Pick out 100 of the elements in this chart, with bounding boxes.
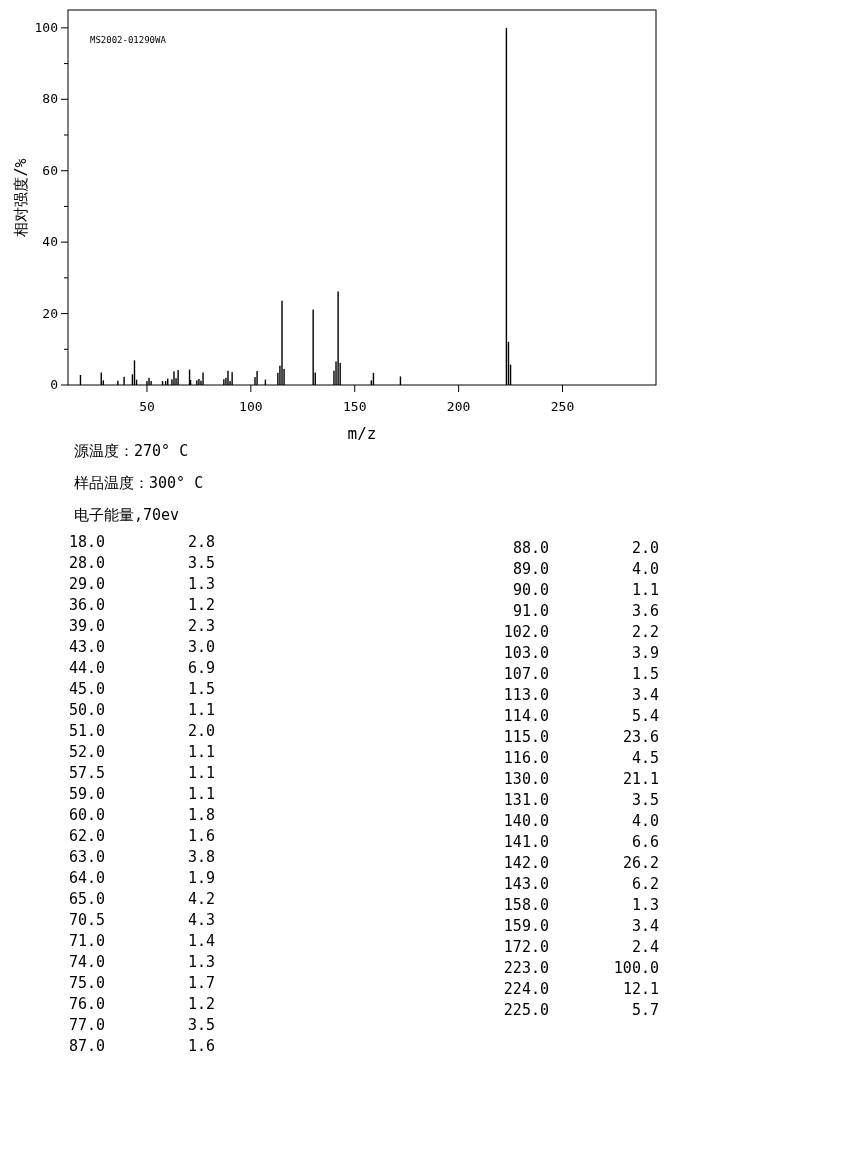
category-label: 113.0 [503,686,549,704]
category-label: 87.0 [68,1037,105,1055]
category-label: 158.0 [503,896,549,914]
data-label: 6.2 [631,875,659,893]
data-label: 1.1 [187,701,215,719]
x-tick-label: 200 [446,399,471,414]
data-label: 5.7 [631,1001,659,1019]
category-label: 71.0 [68,932,105,950]
data-label: 23.6 [622,728,659,746]
category-label: 224.0 [503,980,549,998]
data-label: 3.8 [187,848,215,866]
category-label: 115.0 [503,728,549,746]
x-tick-label: 100 [239,399,263,414]
data-label: 1.2 [187,995,215,1013]
category-label: 65.0 [68,890,105,908]
category-label: 60.0 [68,806,105,824]
y-tick-label: 60 [42,162,58,178]
category-label: 50.0 [68,701,105,719]
category-label: 131.0 [503,791,549,809]
category-label: 88.0 [512,539,549,557]
category-label: 18.0 [68,533,105,551]
y-tick-label: 40 [42,234,58,250]
y-axis-title: 相对强度/% [12,158,30,237]
category-label: 45.0 [68,680,105,698]
data-label: 4.3 [187,911,215,929]
data-label: 2.8 [187,533,215,551]
data-label: 1.4 [187,932,215,950]
data-label: 3.0 [187,638,215,656]
data-label: 3.9 [631,644,659,662]
y-tick-label: 100 [34,19,58,35]
data-label: 3.4 [631,686,659,704]
data-label: 1.6 [187,1037,215,1055]
data-label: 1.1 [187,785,215,803]
y-tick-label: 80 [42,91,58,107]
data-label: 1.3 [631,896,659,914]
data-label: 4.0 [631,812,659,830]
category-label: 39.0 [68,617,105,635]
x-tick-label: 150 [342,399,367,414]
category-label: 29.0 [68,575,105,593]
data-label: 3.6 [631,602,659,620]
data-label: 2.0 [631,539,659,557]
data-label: 2.3 [187,617,215,635]
category-label: 63.0 [68,848,105,866]
category-label: 225.0 [503,1001,549,1019]
category-label: 172.0 [503,938,549,956]
data-label: 2.0 [187,722,215,740]
category-label: 75.0 [68,974,105,992]
category-label: 64.0 [68,869,105,887]
data-label: 4.0 [631,560,659,578]
category-label: 141.0 [503,833,549,851]
category-label: 36.0 [68,596,105,614]
data-label: 1.7 [187,974,215,992]
data-label: 6.6 [631,833,659,851]
category-label: 43.0 [68,638,105,656]
category-label: 77.0 [68,1016,105,1034]
category-label: 114.0 [503,707,549,725]
data-label: 4.2 [187,890,215,908]
data-label: 1.8 [187,806,215,824]
category-label: 102.0 [503,623,549,641]
y-tick-label: 20 [42,305,58,321]
text: 电子能量,70ev [74,506,180,524]
category-label: 76.0 [68,995,105,1013]
category-label: 116.0 [503,749,549,767]
data-label: 1.5 [631,665,659,683]
data-label: 1.3 [187,953,215,971]
x-tick-label: 50 [139,399,155,414]
text: 样品温度：300° C [74,474,204,492]
data-label: 1.3 [187,575,215,593]
category-label: 91.0 [512,602,549,620]
data-label: 1.6 [187,827,215,845]
text: 源温度：270° C [74,442,189,460]
data-label: 3.5 [187,1016,215,1034]
category-label: 223.0 [503,959,549,977]
data-label: 1.5 [187,680,215,698]
data-label: 1.1 [187,764,215,782]
category-label: 44.0 [68,659,105,677]
category-label: 130.0 [503,770,549,788]
category-label: 62.0 [68,827,105,845]
data-label: 1.9 [187,869,215,887]
annotation: MS2002-01290WA [90,35,167,45]
category-label: 70.5 [68,911,105,929]
category-label: 89.0 [512,560,549,578]
data-label: 4.5 [631,749,659,767]
category-label: 90.0 [512,581,549,599]
data-label: 5.4 [631,707,659,725]
data-label: 3.5 [187,554,215,572]
x-axis-title: m/z [347,424,377,443]
data-label: 1.2 [187,596,215,614]
data-label: 1.1 [187,743,215,761]
data-label: 100.0 [613,959,659,977]
category-label: 143.0 [503,875,549,893]
category-label: 74.0 [68,953,105,971]
data-label: 3.5 [631,791,659,809]
x-tick-label: 250 [550,399,575,414]
data-label: 3.4 [631,917,659,935]
data-label: 21.1 [622,770,659,788]
data-label: 2.2 [631,623,659,641]
data-label: 6.9 [187,659,215,677]
data-label: 12.1 [622,980,659,998]
category-label: 57.5 [68,764,105,782]
